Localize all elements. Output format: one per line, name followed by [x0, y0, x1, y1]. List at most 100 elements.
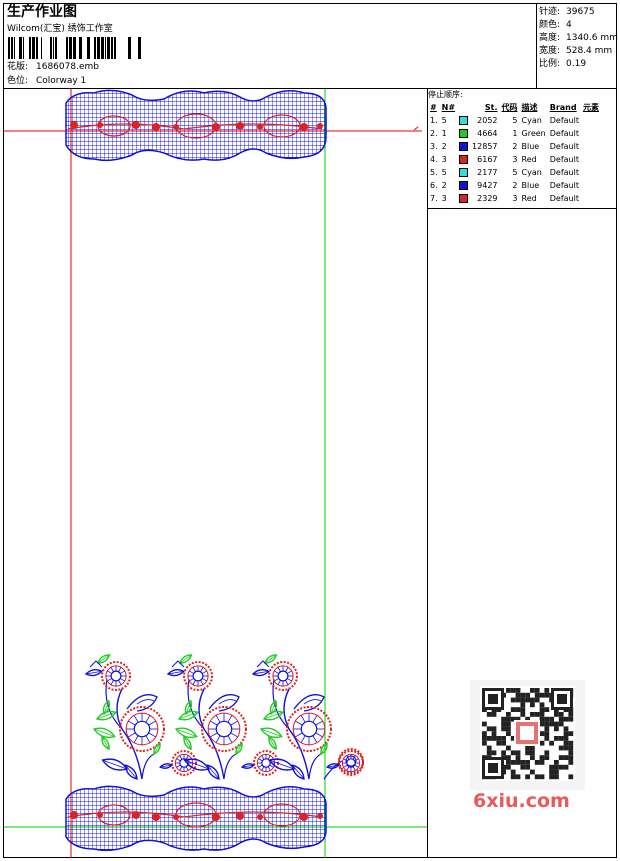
col-index: # — [430, 103, 437, 112]
row-code: 5 — [512, 168, 518, 177]
table-header-row: # N# St. 代码 描述 Brand 元素 — [428, 101, 601, 114]
design-canvas — [4, 89, 427, 858]
col-needle: N# — [441, 103, 456, 112]
design-label: 花版: — [7, 62, 29, 72]
header-divider — [3, 88, 617, 89]
color-swatch — [459, 194, 469, 203]
row-desc: Red — [521, 155, 537, 164]
stop-row: 5. 5 2177 5 Cyan Default — [428, 166, 601, 179]
row-element — [581, 140, 601, 153]
color-swatch — [459, 155, 469, 164]
row-stitches: 4664 — [477, 129, 498, 138]
height-label: 高度: — [539, 33, 561, 43]
colors-value: 4 — [566, 20, 572, 30]
row-swatch — [457, 114, 470, 127]
row-swatch — [457, 166, 470, 179]
colors-label: 颜色: — [539, 20, 561, 30]
sheet-frame — [3, 3, 617, 858]
row-brand: Default — [549, 142, 579, 151]
row-index: 4. — [430, 155, 438, 164]
row-stitches: 12857 — [472, 142, 498, 151]
col-element: 元素 — [582, 103, 599, 112]
row-element — [581, 127, 601, 140]
row-brand: Default — [549, 181, 579, 190]
barcode — [8, 37, 141, 59]
row-brand: Default — [549, 194, 579, 203]
row-code: 2 — [512, 181, 518, 190]
table-divider — [427, 208, 617, 209]
stitches-value: 39675 — [566, 7, 595, 17]
row-swatch — [457, 192, 470, 205]
row-swatch — [457, 179, 470, 192]
row-needle: 5 — [441, 168, 447, 177]
studio-name: Wilcom(汇宝) 绣饰工作室 — [7, 24, 113, 34]
top-lace-band — [65, 89, 327, 162]
row-index: 3. — [430, 142, 438, 151]
height-value: 1340.6 mm — [566, 33, 618, 43]
row-needle: 1 — [441, 129, 447, 138]
color-swatch — [459, 129, 469, 138]
colorway-label: 色位: — [7, 76, 29, 86]
stop-row: 1. 5 2052 5 Cyan Default — [428, 114, 601, 127]
design-file: 1686078.emb — [36, 62, 99, 72]
stop-sequence-table: # N# St. 代码 描述 Brand 元素 1. 5 2052 5 Cyan Defa… — [428, 101, 601, 205]
col-swatch — [457, 101, 470, 114]
row-code: 2 — [512, 142, 518, 151]
row-brand: Default — [549, 129, 579, 138]
row-desc: Cyan — [521, 116, 542, 125]
sheet-title: 生产作业图 — [7, 4, 77, 20]
row-element — [581, 179, 601, 192]
stitches-label: 针迹: — [539, 7, 561, 17]
row-brand: Default — [549, 155, 579, 164]
row-index: 7. — [430, 194, 438, 203]
color-swatch — [459, 116, 469, 125]
qr-code — [470, 680, 585, 790]
bottom-lace-band — [65, 785, 327, 852]
stop-row: 2. 1 4664 1 Green Default — [428, 127, 601, 140]
watermark-logo: 6xiu.com — [473, 790, 570, 812]
floral-motifs — [84, 654, 364, 780]
width-label: 宽度: — [539, 46, 561, 56]
row-brand: Default — [549, 168, 579, 177]
row-desc: Blue — [521, 181, 540, 190]
row-brand: Default — [549, 116, 579, 125]
color-swatch — [459, 142, 469, 151]
stop-row: 3. 2 12857 2 Blue Default — [428, 140, 601, 153]
col-desc: 描述 — [521, 103, 538, 112]
row-element — [581, 166, 601, 179]
row-needle: 3 — [441, 194, 447, 203]
col-code: 代码 — [501, 103, 518, 112]
colorway-value: Colorway 1 — [36, 76, 87, 86]
row-stitches: 9427 — [477, 181, 498, 190]
stop-sequence-title: 停止顺序: — [428, 90, 463, 99]
row-needle: 3 — [441, 155, 447, 164]
row-swatch — [457, 127, 470, 140]
row-swatch — [457, 140, 470, 153]
row-stitches: 2177 — [477, 168, 498, 177]
color-swatch — [459, 181, 469, 190]
row-stitches: 6167 — [477, 155, 498, 164]
row-desc: Cyan — [521, 168, 542, 177]
color-swatch — [459, 168, 469, 177]
row-index: 1. — [430, 116, 438, 125]
row-stitches: 2329 — [477, 194, 498, 203]
row-desc: Red — [521, 194, 537, 203]
row-code: 1 — [512, 129, 518, 138]
row-swatch — [457, 153, 470, 166]
scale-label: 比例: — [539, 59, 561, 69]
panel-divider — [427, 88, 428, 858]
row-code: 3 — [512, 155, 518, 164]
row-element — [581, 114, 601, 127]
row-desc: Green — [521, 129, 546, 138]
row-index: 5. — [430, 168, 438, 177]
col-stitches: St. — [484, 103, 498, 112]
row-element — [581, 153, 601, 166]
scale-value: 0.19 — [566, 59, 587, 69]
stop-row: 4. 3 6167 3 Red Default — [428, 153, 601, 166]
row-needle: 2 — [441, 142, 447, 151]
row-index: 2. — [430, 129, 438, 138]
col-brand: Brand — [549, 103, 577, 112]
row-desc: Blue — [521, 142, 540, 151]
stop-row: 7. 3 2329 3 Red Default — [428, 192, 601, 205]
stats-divider — [536, 3, 537, 89]
